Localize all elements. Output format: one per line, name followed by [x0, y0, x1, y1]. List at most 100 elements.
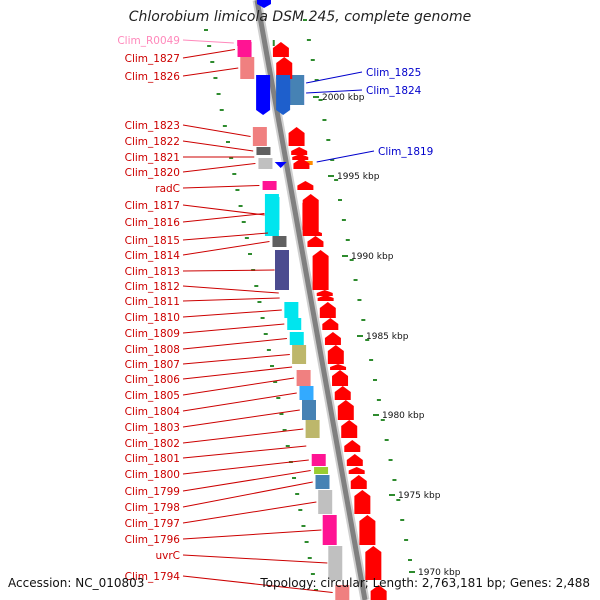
gene-box [302, 400, 316, 420]
leader-line [182, 39, 234, 44]
scale-ticks [204, 19, 412, 591]
gene-box [318, 490, 333, 514]
gene-box [284, 302, 299, 318]
gene-box [299, 386, 314, 400]
forward-gene-arrow [272, 42, 289, 57]
gene-label: Clim_1806 [125, 374, 181, 386]
forward-gene-arrow [288, 127, 305, 146]
scale-label: 1970 kbp [418, 568, 461, 578]
leader-line [182, 354, 290, 365]
gene-label: Clim_1796 [125, 534, 181, 546]
forward-gene-arrow [319, 302, 336, 318]
gene-label: Clim_1801 [125, 453, 180, 465]
leader-line [182, 140, 254, 152]
forward-gene-arrow [302, 197, 319, 230]
gene-label: Clim_1798 [125, 502, 180, 514]
gene-label: Clim_1812 [125, 281, 180, 293]
leader-line [182, 232, 268, 241]
leader-line [182, 269, 275, 272]
gene-label: Clim_1827 [125, 53, 180, 65]
gene-label: Clim_1802 [125, 438, 180, 450]
forward-gene-arrow [327, 345, 344, 364]
leader-line [316, 150, 375, 163]
forward-gene-arrow [324, 332, 341, 345]
leader-line [182, 575, 333, 593]
leader-line [182, 366, 293, 380]
gene-label: Clim_1819 [378, 146, 433, 158]
gene-label: uvrC [155, 550, 180, 562]
forward-gene-arrow [322, 318, 339, 330]
gene-box [265, 197, 280, 230]
map-title: Chlorobium limicola DSM 245, complete ge… [128, 9, 472, 25]
gene-label: Clim_1823 [125, 120, 180, 132]
gene-label: Clim_1825 [366, 67, 421, 79]
leader-line [182, 428, 304, 444]
gene-label: Clim_R0049 [117, 35, 180, 47]
gene-label: Clim_1794 [125, 571, 181, 583]
forward-gene-arrow [348, 467, 365, 474]
gene-box [258, 158, 273, 169]
gene-labels: Clim_R0049 Clim_1827 Clim_1826 Clim_1823 Cli… [117, 35, 433, 583]
scale-labels: 2000 kbp 1995 kbp 1990 kbp 1985 kbp 1980 kbp… [313, 93, 461, 578]
gene-label: Clim_1799 [125, 486, 180, 498]
reverse-gene-arrow [257, 0, 271, 8]
gene-label: Clim_1813 [125, 266, 180, 278]
gene-label: Clim_1826 [125, 71, 181, 83]
leader-line [182, 501, 317, 524]
gene-box [305, 420, 320, 438]
forward-gene-arrow [291, 147, 308, 155]
gene-box [322, 515, 337, 545]
reverse-gene-arrow [274, 162, 287, 168]
gene-label: Clim_1797 [125, 518, 180, 530]
forward-gene-arrow [354, 490, 371, 514]
backbone-line [254, 0, 368, 600]
gene-label: Clim_1811 [125, 296, 180, 308]
genome-backbone [252, 0, 370, 600]
reverse-gene-arrow [276, 75, 291, 115]
gene-box [328, 546, 343, 580]
scale-label: 1990 kbp [351, 252, 394, 262]
accession-label: Accession: NC_010803 [8, 576, 145, 590]
forward-gene-arrow [330, 364, 347, 370]
leader-line [306, 71, 363, 84]
gene-arrows [256, 0, 387, 600]
leader-line [182, 554, 328, 564]
forward-gene-arrow [293, 158, 310, 169]
gene-box [252, 127, 267, 146]
leader-line [182, 409, 300, 428]
gene-box [314, 467, 329, 474]
label-leader-lines [182, 39, 375, 593]
leader-line [182, 185, 260, 189]
reverse-gene-arrow [256, 75, 271, 115]
gene-box [272, 236, 287, 247]
gene-label: Clim_1821 [125, 152, 180, 164]
leader-line [182, 377, 295, 396]
leader-line [182, 338, 287, 350]
leader-line [182, 392, 297, 412]
gene-box [296, 370, 311, 386]
forward-gene-arrow [312, 250, 329, 290]
leader-line [182, 529, 322, 540]
forward-gene-arrow [334, 386, 351, 400]
gene-label: Clim_1809 [125, 328, 180, 340]
leader-line [182, 445, 307, 459]
scale-label: 1975 kbp [398, 491, 441, 501]
leader-line [182, 285, 279, 294]
forward-gene-arrow [365, 546, 382, 580]
gene-label: Clim_1810 [125, 312, 180, 324]
gene-box [311, 454, 326, 466]
gene-label: Clim_1804 [125, 406, 181, 418]
leader-line [182, 213, 265, 223]
scale-label: 1980 kbp [382, 411, 425, 421]
leader-line [182, 124, 251, 137]
gene-label: Clim_1814 [125, 250, 181, 262]
gene-label: Clim_1803 [125, 422, 180, 434]
gene-label: Clim_1808 [125, 344, 180, 356]
forward-gene-arrow [292, 154, 309, 160]
gene-box [287, 318, 302, 330]
topology-label: Topology: circular; Length: 2,763,181 bp… [260, 576, 590, 590]
gene-label: radC [155, 183, 180, 195]
leader-line [182, 309, 282, 318]
forward-gene-arrow [307, 236, 324, 247]
